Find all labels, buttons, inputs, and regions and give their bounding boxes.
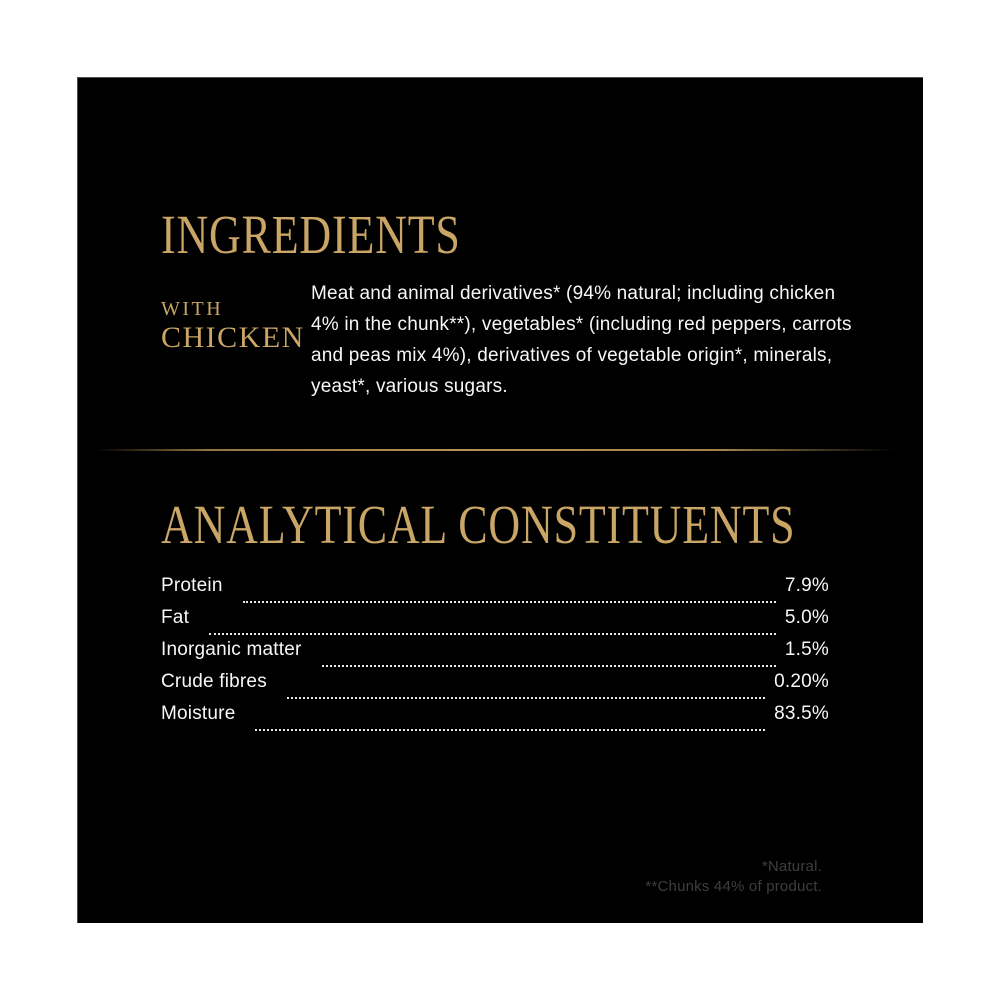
variant-label: WITH CHICKEN [161, 297, 305, 353]
row-value: 0.20% [774, 671, 829, 692]
dot-leader [321, 664, 776, 667]
row-value: 5.0% [784, 607, 829, 628]
row-value: 83.5% [774, 703, 829, 724]
footnote-natural: *Natural. [761, 858, 822, 875]
variant-label-with: WITH [161, 298, 224, 320]
table-row: Inorganic matter 1.5% [161, 639, 829, 671]
row-label: Protein [161, 575, 223, 596]
row-value: 7.9% [784, 575, 829, 596]
ingredients-body-text: Meat and animal derivatives* (94% natura… [311, 283, 852, 397]
table-row: Crude fibres 0.20% [161, 671, 829, 703]
analytical-table: Protein 7.9% Fat 5.0% Inorganic matter 1… [161, 575, 829, 735]
table-row: Protein 7.9% [161, 575, 829, 607]
label-black-panel: INGREDIENTS WITH CHICKEN Meat and animal… [77, 77, 923, 923]
dot-leader [255, 728, 766, 731]
row-label: Inorganic matter [161, 639, 302, 660]
row-label: Crude fibres [161, 671, 267, 692]
ingredients-heading: INGREDIENTS [161, 204, 461, 265]
row-label: Moisture [161, 703, 236, 724]
section-divider [96, 449, 896, 451]
dot-leader [209, 632, 776, 635]
table-row: Fat 5.0% [161, 607, 829, 639]
table-row: Moisture 83.5% [161, 703, 829, 735]
dot-leader [286, 696, 766, 699]
row-label: Fat [161, 607, 190, 628]
analytical-constituents-heading: ANALYTICAL CONSTITUENTS [161, 494, 796, 555]
row-value: 1.5% [784, 639, 829, 660]
dot-leader [242, 600, 776, 603]
footnotes: *Natural. **Chunks 44% of product. [645, 857, 822, 897]
footnote-chunks: **Chunks 44% of product. [645, 878, 822, 895]
variant-label-chicken: CHICKEN [161, 321, 305, 354]
